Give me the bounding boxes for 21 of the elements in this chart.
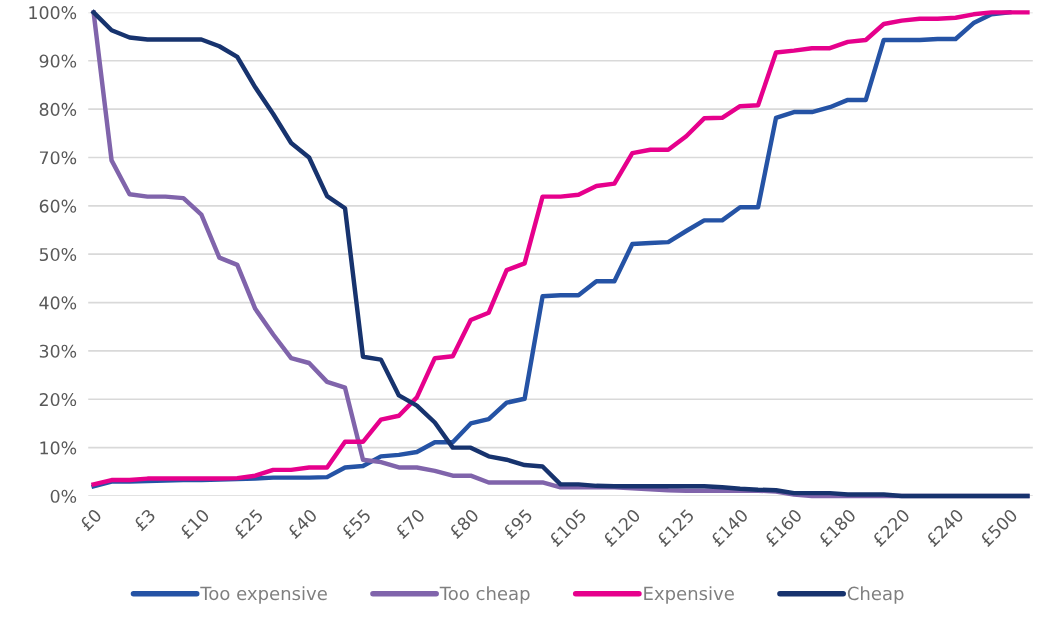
- legend-label: Too cheap: [439, 586, 530, 604]
- y-tick-label: 50%: [39, 247, 77, 262]
- y-tick-label: 70%: [39, 151, 77, 165]
- x-tick-label: £10: [178, 508, 211, 540]
- legend-label: Cheap: [847, 586, 904, 604]
- y-tick-label: 30%: [39, 344, 77, 358]
- y-tick-label: 10%: [40, 441, 77, 455]
- legend-label: Expensive: [644, 586, 734, 604]
- x-tick-label: £40: [286, 508, 318, 540]
- legend-label: Too expensive: [200, 586, 327, 604]
- x-tick-label: £70: [394, 508, 426, 540]
- x-tick-label: £0: [78, 508, 103, 532]
- y-tick-label: 60%: [39, 199, 77, 213]
- y-tick-label: 20%: [39, 392, 77, 407]
- x-tick-label: £3: [132, 508, 157, 532]
- x-tick-label: £80: [448, 508, 480, 540]
- y-tick-label: 80%: [39, 102, 77, 116]
- y-tick-label: 100%: [29, 6, 77, 20]
- y-tick-label: 90%: [39, 54, 77, 68]
- y-tick-label: 0%: [50, 489, 77, 503]
- y-tick-label: 40%: [39, 296, 77, 310]
